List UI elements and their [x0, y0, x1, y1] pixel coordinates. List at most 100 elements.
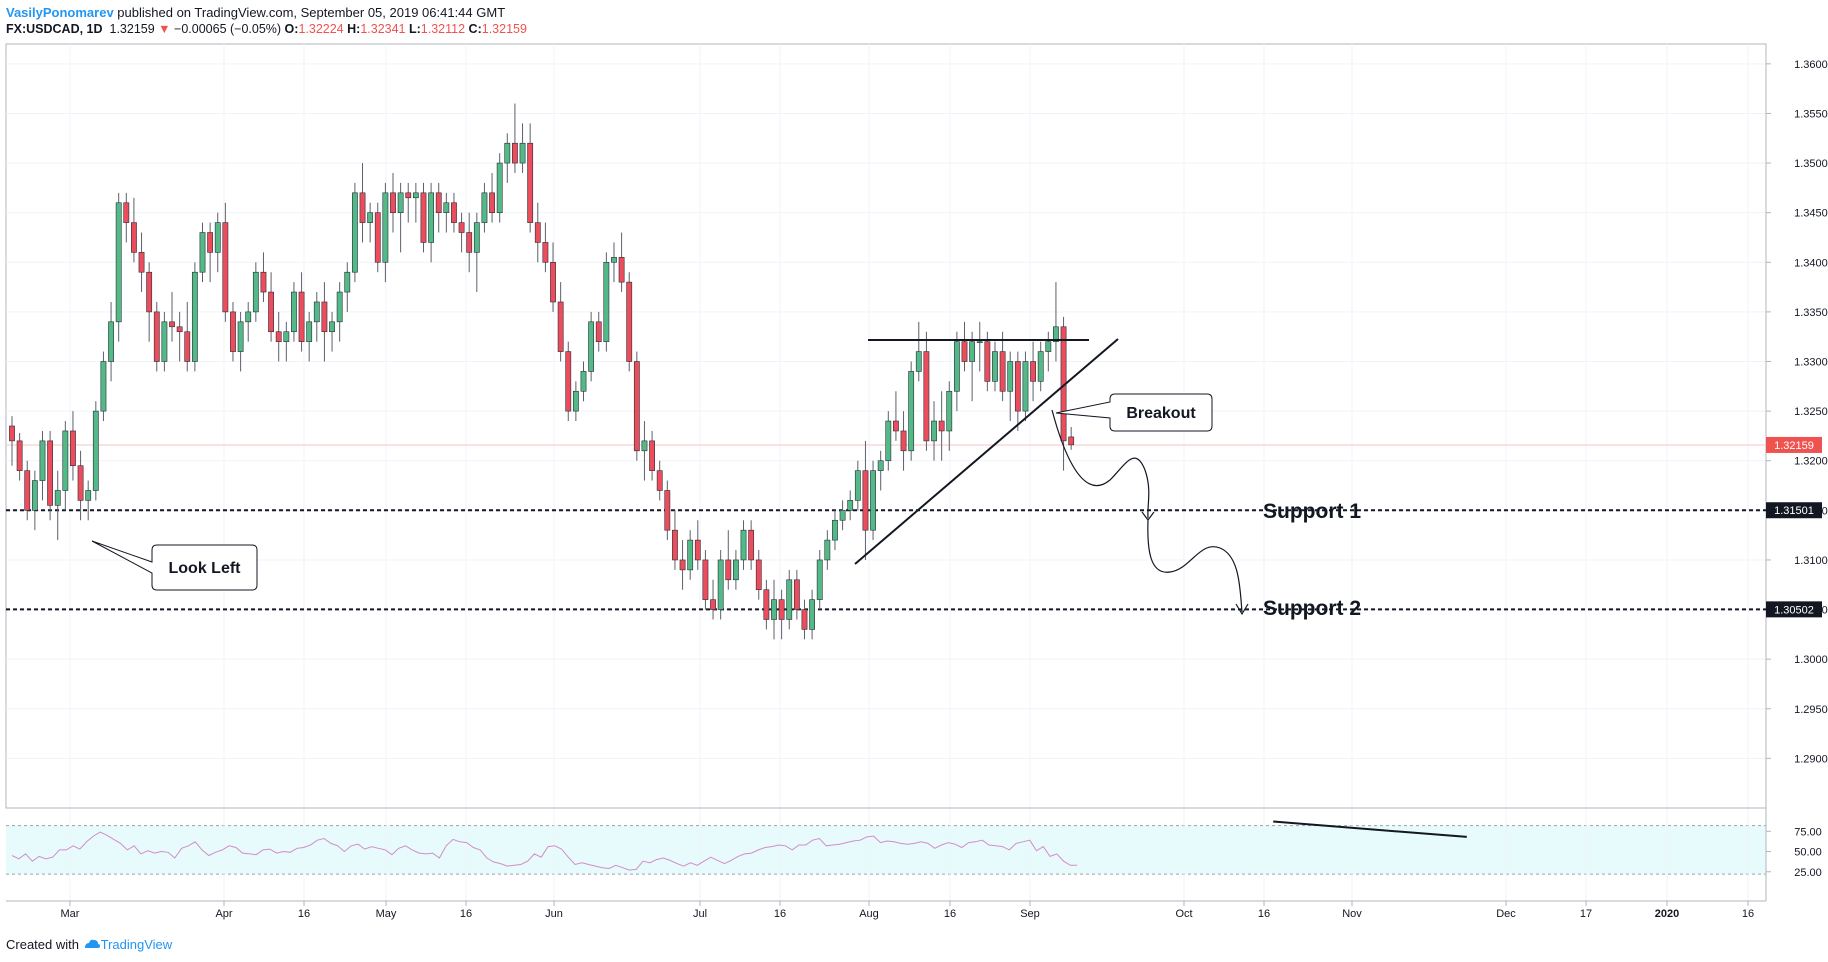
candle-body [9, 425, 15, 442]
candle [169, 292, 175, 342]
candle-body [702, 559, 709, 600]
tradingview-brand[interactable]: TradingView [100, 937, 173, 952]
candle [31, 470, 38, 531]
candle [961, 321, 968, 372]
tradingview-logo-icon [84, 939, 100, 948]
candle [70, 411, 76, 481]
x-tick-label: Dec [1496, 908, 1516, 920]
candle-body [778, 599, 785, 620]
candle-body [534, 222, 541, 243]
candle-body [184, 331, 191, 362]
candle [207, 222, 214, 283]
price-axis[interactable]: 1.36000 1.35500 1.35000 1.34500 1.34000 1.335… [1766, 59, 1828, 879]
candle [870, 460, 876, 541]
x-tick-label: May [376, 908, 397, 920]
candle [473, 212, 480, 293]
candle [771, 579, 777, 640]
rsi-line [11, 831, 1078, 871]
x-tick-label: Mar [61, 908, 80, 920]
candle [420, 182, 427, 253]
price-change: −0.00065 (−0.05%) [174, 22, 282, 36]
drawings: Look Left Breakout Support 1 Support 2 [91, 338, 1361, 620]
candle [725, 530, 732, 590]
candle [367, 202, 374, 243]
high-value: 1.32341 [360, 22, 406, 36]
candle [854, 460, 861, 511]
candle [588, 311, 595, 382]
candle [877, 450, 884, 491]
candle [481, 182, 488, 233]
candle-body [329, 321, 335, 333]
symbol-label[interactable]: FX:USDCAD, 1D [6, 22, 103, 36]
candle-body [618, 257, 625, 283]
support-tag-label-2: 1.30502 [1774, 604, 1814, 616]
candle-body [31, 480, 38, 511]
time-axis[interactable]: Mar Apr 16 May 16 Jun Jul 16 Aug 16 Sep Oct 16 Nov Dec… [6, 900, 1766, 920]
x-tick-label: 16 [1258, 908, 1270, 920]
candle-body [405, 192, 412, 199]
candle [405, 182, 412, 223]
candle-body [893, 420, 899, 432]
support-tag-1 [1766, 502, 1822, 519]
candle-body [999, 351, 1006, 392]
ascending-trendline[interactable] [854, 338, 1119, 565]
candle-body [131, 222, 137, 253]
candle-body [390, 192, 396, 213]
candle-body [382, 192, 389, 263]
candle-body [915, 351, 922, 372]
y-tick-label: 1.36000 [1794, 59, 1828, 71]
last-price-tag [1766, 436, 1822, 453]
candle [230, 301, 236, 362]
candle-body [77, 465, 84, 501]
x-tick-label: Sep [1020, 908, 1040, 920]
candle-body [321, 301, 328, 333]
candle-body [740, 529, 747, 561]
candle [176, 311, 183, 362]
candle-body [108, 321, 114, 362]
arrow-head-2-icon [1235, 603, 1249, 616]
candle-body [443, 202, 450, 213]
candle-body [176, 326, 183, 333]
candle-body [557, 301, 564, 352]
candle [85, 480, 92, 521]
candle-body [260, 271, 267, 293]
breakout-callout[interactable]: Breakout [1055, 393, 1213, 432]
candle-body [595, 321, 602, 342]
candle-body [854, 470, 861, 501]
candle-body [161, 321, 168, 362]
candle [62, 421, 69, 511]
candle [611, 242, 617, 283]
candle-body [298, 291, 305, 342]
candle [687, 530, 694, 580]
candle [763, 579, 770, 630]
y-tick-label: 1.34500 [1794, 208, 1828, 220]
candle [351, 182, 358, 283]
candle [131, 197, 137, 263]
candle [969, 331, 976, 402]
candle-body [710, 599, 716, 610]
candle [984, 331, 991, 392]
look-left-callout[interactable]: Look Left [91, 540, 258, 591]
author-link[interactable]: VasilyPonomarev [6, 5, 114, 20]
candle-body [230, 311, 236, 352]
candle [649, 430, 655, 481]
candle [496, 153, 503, 223]
candle [618, 232, 625, 293]
rsi-tick-label: 75.00 [1794, 826, 1822, 838]
candle-body [672, 529, 678, 561]
candle-body [1045, 341, 1052, 352]
candle-body [641, 440, 648, 452]
candle-body [969, 341, 976, 362]
open-value: 1.32224 [298, 22, 344, 36]
candle [359, 163, 366, 243]
candle [199, 222, 206, 283]
candle [146, 262, 153, 342]
candle-body [374, 212, 381, 263]
support-1-label: Support 1 [1263, 500, 1361, 523]
candle [778, 589, 785, 640]
candle-body [847, 500, 854, 511]
y-tick-label: 1.31000 [1794, 555, 1828, 567]
candle-body [237, 321, 244, 352]
candle-body [16, 440, 23, 471]
